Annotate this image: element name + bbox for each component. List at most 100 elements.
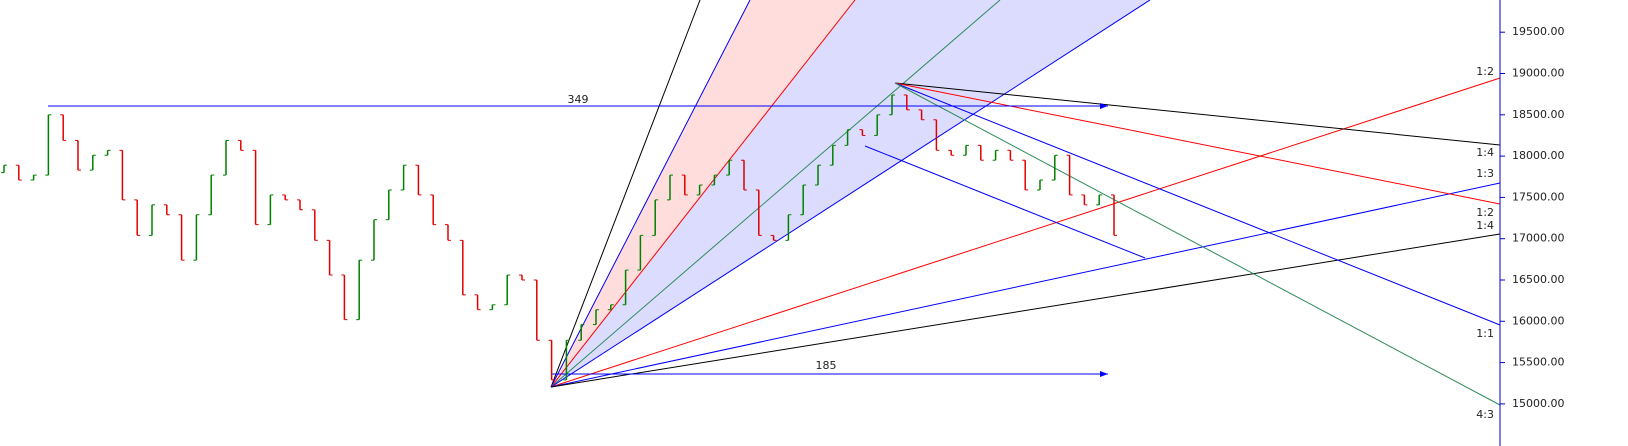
ohlc-bar bbox=[489, 304, 496, 311]
ratio-label: 1:3 bbox=[1476, 167, 1494, 180]
y-tick-label: 15000.00 bbox=[1512, 397, 1565, 410]
ohlc-bar bbox=[1081, 194, 1088, 206]
annotation: 349 bbox=[568, 93, 589, 106]
ohlc-bar bbox=[282, 194, 289, 201]
y-tick-label: 19000.00 bbox=[1512, 67, 1565, 80]
ohlc-bar bbox=[252, 149, 259, 226]
ohlc-bar bbox=[548, 339, 555, 381]
ohlc-bar bbox=[948, 149, 955, 156]
ohlc-bar bbox=[341, 274, 348, 321]
ohlc-bar bbox=[607, 304, 614, 311]
ohlc-bar bbox=[104, 149, 111, 156]
ohlc-bar bbox=[1022, 159, 1029, 191]
ohlc-bar bbox=[371, 219, 377, 261]
ohlc-bar bbox=[504, 274, 511, 306]
ohlc-bar bbox=[963, 144, 969, 156]
ohlc-bar bbox=[445, 224, 451, 241]
fan-line bbox=[550, 233, 1501, 388]
ohlc-bar bbox=[267, 194, 274, 226]
ohlc-bar bbox=[1007, 149, 1014, 161]
ohlc-bar bbox=[163, 204, 170, 216]
ratio-label: 1:4 bbox=[1476, 219, 1494, 232]
ohlc-bar bbox=[178, 214, 185, 261]
channel-line bbox=[864, 145, 1146, 259]
ohlc-bar bbox=[918, 109, 925, 121]
ohlc-bar bbox=[89, 154, 96, 171]
ohlc-bar bbox=[563, 339, 570, 381]
ohlc-bar bbox=[755, 189, 762, 236]
fan-line bbox=[894, 82, 1501, 205]
ohlc-bar bbox=[415, 164, 422, 196]
fan-line bbox=[894, 82, 1501, 406]
fan-lines bbox=[48, 0, 1501, 406]
price-bars bbox=[1, 94, 1117, 381]
ohlc-bar bbox=[385, 189, 392, 221]
ohlc-bar bbox=[578, 324, 585, 341]
ohlc-bar bbox=[726, 159, 733, 176]
ohlc-bar bbox=[815, 164, 821, 186]
ratio-label: 1:4 bbox=[1476, 146, 1494, 159]
ohlc-bar bbox=[593, 309, 599, 326]
y-tick-label: 19500.00 bbox=[1512, 25, 1565, 38]
ohlc-bar bbox=[533, 279, 540, 341]
ratio-label: 4:3 bbox=[1476, 408, 1494, 421]
ohlc-bar bbox=[785, 214, 792, 241]
y-tick-label: 17000.00 bbox=[1512, 232, 1565, 245]
ohlc-bar bbox=[15, 164, 22, 181]
ohlc-bar bbox=[149, 204, 155, 236]
fan-line bbox=[550, 0, 1001, 388]
ohlc-bar bbox=[622, 269, 629, 306]
ohlc-bar bbox=[889, 94, 895, 116]
ohlc-bar bbox=[356, 259, 363, 321]
ratio-label: 1:1 bbox=[1476, 327, 1494, 340]
ohlc-bar bbox=[119, 149, 126, 201]
ohlc-bar bbox=[45, 114, 52, 176]
fan-line bbox=[550, 182, 1501, 388]
y-tick-label: 15500.00 bbox=[1512, 356, 1565, 369]
ohlc-bar bbox=[696, 184, 703, 196]
ohlc-bar bbox=[1, 164, 7, 174]
ohlc-bar bbox=[430, 194, 437, 226]
ohlc-bar bbox=[459, 239, 466, 296]
ohlc-bar bbox=[297, 199, 303, 211]
ohlc-bar bbox=[933, 119, 940, 151]
fan-line bbox=[550, 77, 1501, 388]
ohlc-bar bbox=[1111, 194, 1117, 236]
fan-line bbox=[894, 82, 1501, 146]
ohlc-bar bbox=[326, 239, 333, 276]
ohlc-bar bbox=[859, 129, 866, 136]
ohlc-bar bbox=[874, 114, 881, 136]
y-tick-label: 16000.00 bbox=[1512, 314, 1565, 327]
ohlc-bar bbox=[741, 159, 747, 191]
y-tick-label: 18500.00 bbox=[1512, 108, 1565, 121]
ohlc-bar bbox=[208, 174, 215, 216]
y-tick-label: 18000.00 bbox=[1512, 149, 1565, 162]
ohlc-bar bbox=[1096, 194, 1103, 206]
ohlc-bar bbox=[30, 174, 37, 181]
ohlc-bar bbox=[711, 174, 718, 186]
fan-line bbox=[550, 0, 701, 388]
ohlc-bar bbox=[60, 114, 67, 141]
ohlc-bar bbox=[237, 139, 244, 151]
y-tick-label: 17500.00 bbox=[1512, 190, 1565, 203]
annotation: 185 bbox=[816, 359, 837, 372]
ohlc-bar bbox=[637, 234, 644, 271]
ohlc-bar bbox=[800, 184, 807, 216]
ohlc-bar bbox=[400, 164, 407, 191]
ohlc-bar bbox=[770, 234, 777, 241]
ohlc-bar bbox=[1051, 154, 1058, 181]
fan-line bbox=[550, 0, 1151, 388]
ohlc-bar bbox=[1066, 154, 1073, 196]
fan-line bbox=[550, 0, 856, 388]
ratio-label: 1:2 bbox=[1476, 206, 1494, 219]
ohlc-bar bbox=[223, 139, 229, 176]
ohlc-bar bbox=[829, 144, 836, 166]
fan-line bbox=[550, 0, 751, 388]
ohlc-bar bbox=[474, 294, 481, 311]
ohlc-bar bbox=[844, 129, 851, 146]
y-tick-label: 16500.00 bbox=[1512, 273, 1565, 286]
ohlc-bar bbox=[193, 214, 200, 261]
ohlc-bar bbox=[667, 174, 673, 201]
fan-line bbox=[894, 82, 1501, 326]
ohlc-bar bbox=[992, 149, 999, 161]
